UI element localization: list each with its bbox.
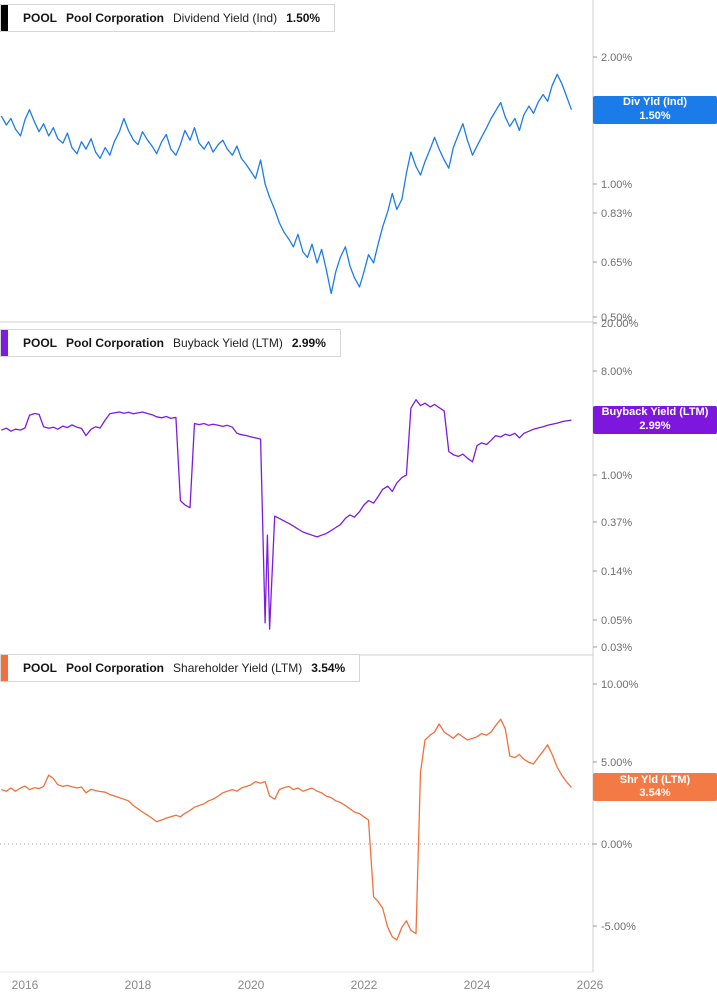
metric-value: 1.50% (286, 11, 321, 25)
buyback-yield-line (1, 399, 572, 630)
metric-value: 3.54% (311, 661, 346, 675)
y-tick-label: 2.00% (601, 52, 632, 64)
x-tick-label: 2022 (351, 978, 378, 992)
y-tick-label: 0.00% (601, 839, 632, 851)
y-tick-label: -5.00% (601, 921, 636, 933)
company-name: Pool Corporation (66, 11, 165, 25)
axis-badge-shareholder-yield: Shr Yld (LTM) 3.54% (593, 773, 717, 802)
y-tick-label: 0.50% (601, 312, 632, 324)
dividend-yield-line (0, 73, 573, 295)
metric-value: 2.99% (291, 336, 326, 350)
ticker-symbol: POOL (23, 661, 58, 675)
company-name: Pool Corporation (66, 661, 165, 675)
y-tick-label: 0.03% (601, 642, 632, 654)
badge-value: 1.50% (639, 109, 671, 122)
badge-value: 3.54% (639, 787, 671, 800)
ticker-symbol: POOL (23, 11, 58, 25)
y-tick-label: 0.37% (601, 517, 632, 529)
badge-value: 2.99% (639, 420, 671, 433)
badge-label: Shr Yld (LTM) (619, 773, 691, 786)
legend-dividend-yield[interactable]: POOL Pool Corporation Dividend Yield (In… (0, 4, 336, 32)
legend-shareholder-yield[interactable]: POOL Pool Corporation Shareholder Yield … (0, 654, 361, 682)
legend-color-bar (1, 330, 8, 356)
x-tick-label: 2018 (125, 978, 152, 992)
x-tick-label: 2026 (577, 978, 604, 992)
x-tick-label: 2024 (464, 978, 491, 992)
y-tick-label: 5.00% (601, 757, 632, 769)
y-tick-label: 1.00% (601, 179, 632, 191)
legend-color-bar (1, 5, 8, 31)
company-name: Pool Corporation (66, 336, 165, 350)
badge-label: Buyback Yield (LTM) (601, 406, 709, 419)
axis-badge-buyback-yield: Buyback Yield (LTM) 2.99% (593, 406, 717, 435)
x-tick-label: 2016 (12, 978, 39, 992)
legend-color-bar (1, 655, 8, 681)
metric-name: Shareholder Yield (LTM) (173, 661, 303, 675)
axis-badge-div-yield: Div Yld (Ind) 1.50% (593, 95, 717, 124)
y-tick-label: 0.65% (601, 257, 632, 269)
x-tick-label: 2020 (238, 978, 265, 992)
shareholder-yield-line (1, 718, 572, 941)
y-tick-label: 0.05% (601, 615, 632, 627)
y-tick-label: 0.83% (601, 208, 632, 220)
ticker-symbol: POOL (23, 336, 58, 350)
y-tick-label: 20.00% (601, 318, 639, 330)
y-tick-label: 1.00% (601, 470, 632, 482)
legend-buyback-yield[interactable]: POOL Pool Corporation Buyback Yield (LTM… (0, 329, 341, 357)
metric-name: Buyback Yield (LTM) (173, 336, 283, 350)
y-tick-label: 0.14% (601, 566, 632, 578)
y-tick-label: 10.00% (601, 679, 639, 691)
metric-name: Dividend Yield (Ind) (173, 11, 278, 25)
badge-label: Div Yld (Ind) (623, 95, 687, 108)
y-tick-label: 8.00% (601, 366, 632, 378)
